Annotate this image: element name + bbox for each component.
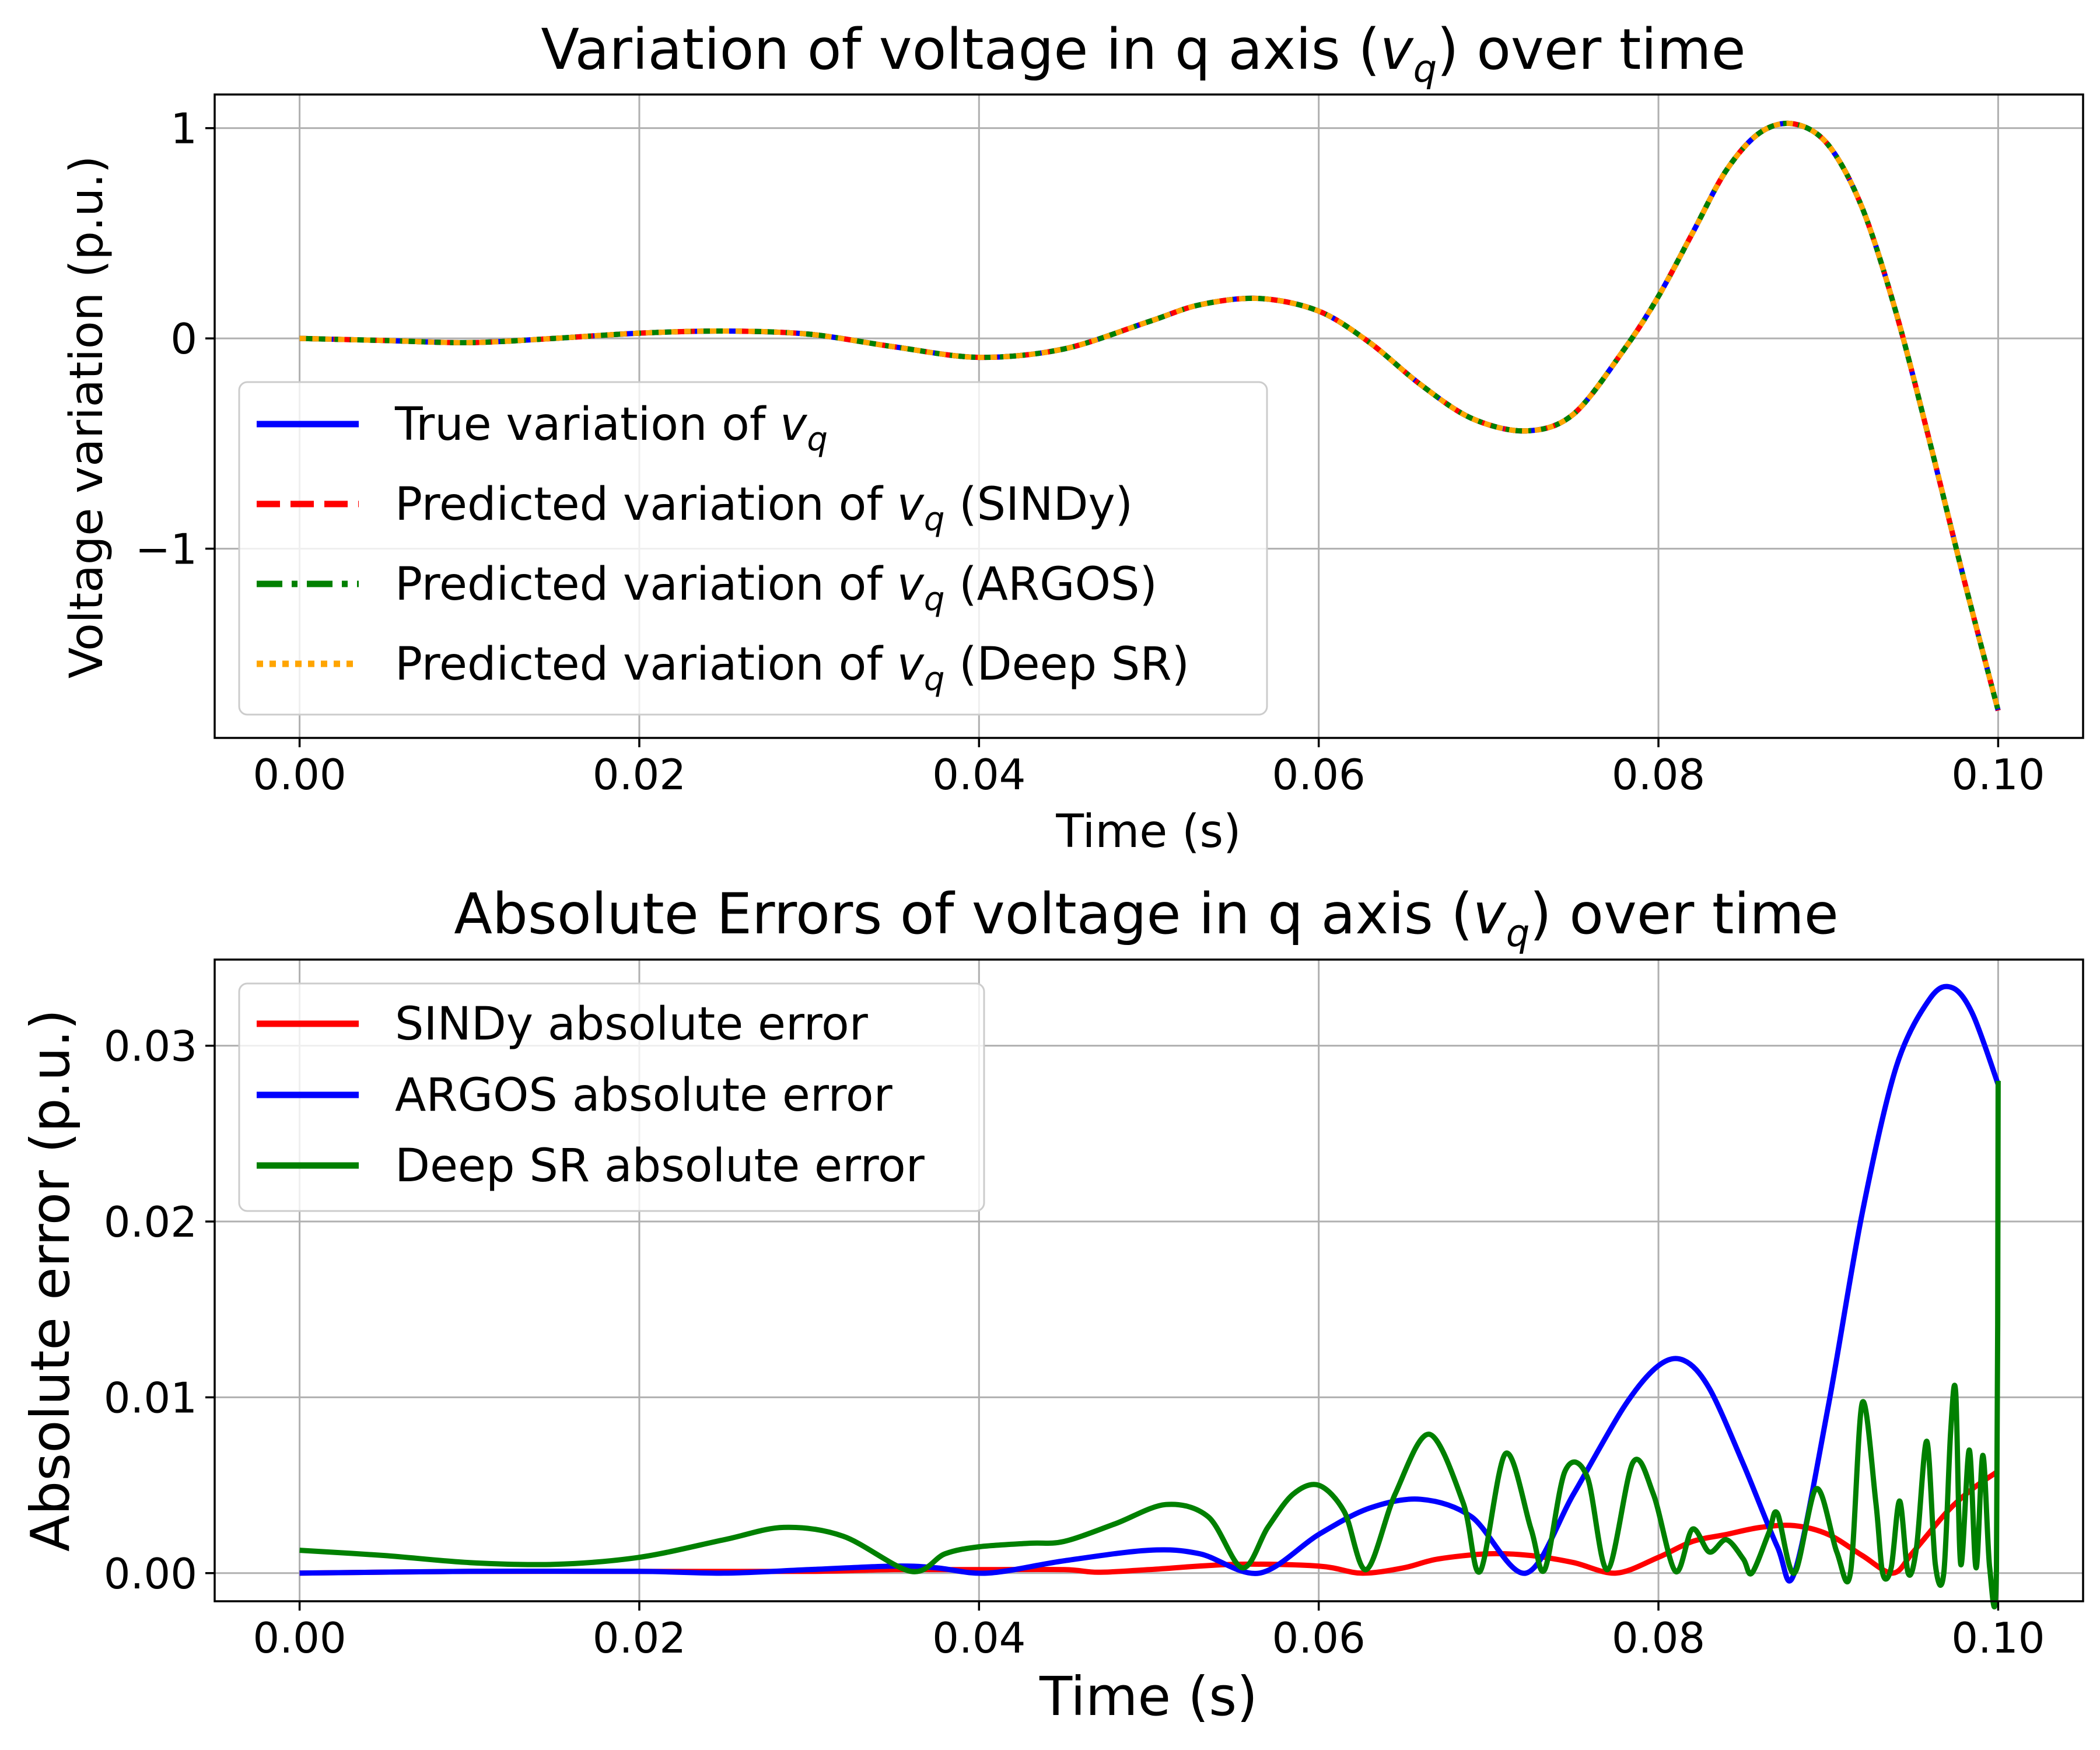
- bottom-ytick-label: 0.01: [104, 1373, 197, 1422]
- bottom-series-line-2: [299, 1080, 2001, 1609]
- top-xtick-label: 0.08: [1612, 750, 1705, 799]
- top-title: Variation of voltage in q axis (vq) over…: [541, 17, 1745, 91]
- bottom-ticks: 0.00 0.02 0.04 0.06 0.08 0.10 0.00 0.01 0.02 0.03: [104, 1022, 2045, 1662]
- bottom-legend-box: [238, 982, 985, 1212]
- bottom-legend-label-sindy: SINDy absolute error: [395, 998, 869, 1051]
- top-ytick-label: 1: [170, 104, 197, 153]
- bottom-ytick-label: 0.00: [104, 1549, 197, 1598]
- bottom-ylabel: Absolute error (p.u.): [19, 1009, 82, 1552]
- top-subplot: Variation of voltage in q axis (vq) over…: [61, 17, 2084, 858]
- bottom-legend-label-deepsr: Deep SR absolute error: [395, 1140, 925, 1192]
- bottom-xtick-label: 0.06: [1272, 1614, 1366, 1662]
- top-legend-label-argos: Predicted variation of vq (ARGOS): [395, 558, 1157, 618]
- top-ylabel: Voltage variation (p.u.): [61, 156, 113, 678]
- top-ytick-label: −1: [135, 525, 197, 574]
- bottom-xtick-label: 0.00: [253, 1614, 346, 1662]
- top-xtick-label: 0.04: [932, 750, 1026, 799]
- top-ticks: 0.00 0.02 0.04 0.06 0.08 0.10 1 0 −1: [135, 104, 2045, 799]
- bottom-ytick-label: 0.02: [104, 1198, 197, 1247]
- top-xtick-label: 0.10: [1951, 750, 2045, 799]
- bottom-xtick-label: 0.08: [1612, 1614, 1705, 1662]
- top-legend: True variation of vq Predicted variation…: [238, 381, 1268, 716]
- bottom-axes-frame: [214, 958, 2084, 1602]
- top-xtick-label: 0.06: [1272, 750, 1366, 799]
- bottom-title: Absolute Errors of voltage in q axis (vq…: [454, 881, 1839, 956]
- bottom-subplot: Absolute Errors of voltage in q axis (vq…: [19, 881, 2084, 1728]
- bottom-series-line-1: [299, 984, 2001, 1584]
- top-xlabel: Time (s): [1055, 806, 1241, 858]
- bottom-legend-label-argos: ARGOS absolute error: [395, 1069, 893, 1122]
- bottom-ytick-label: 0.03: [104, 1022, 197, 1071]
- top-legend-label-deepsr: Predicted variation of vq (Deep SR): [395, 638, 1189, 698]
- top-series-line-3: [299, 120, 2001, 712]
- top-axes-frame: [214, 93, 2084, 739]
- bottom-xtick-label: 0.10: [1951, 1614, 2045, 1662]
- bottom-xtick-label: 0.04: [932, 1614, 1026, 1662]
- bottom-xtick-label: 0.02: [593, 1614, 686, 1662]
- bottom-xlabel: Time (s): [1039, 1665, 1258, 1728]
- top-legend-label-sindy: Predicted variation of vq (SINDy): [395, 478, 1133, 538]
- top-ytick-label: 0: [170, 314, 197, 363]
- top-legend-box: [238, 381, 1268, 716]
- top-legend-label-true: True variation of vq: [394, 398, 828, 459]
- bottom-series: [299, 984, 2001, 1609]
- top-xtick-label: 0.00: [253, 750, 346, 799]
- bottom-legend: SINDy absolute error ARGOS absolute erro…: [238, 982, 985, 1212]
- top-series: [299, 120, 2001, 712]
- top-xtick-label: 0.02: [593, 750, 686, 799]
